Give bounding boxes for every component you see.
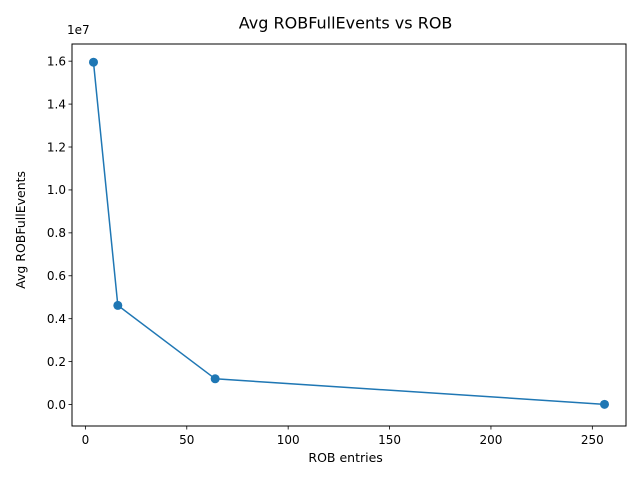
y-axis-label: Avg ROBFullEvents <box>13 171 28 289</box>
y-axis: 0.0 0.2 0.4 0.6 0.8 1.0 1.2 1.4 1.6 <box>47 54 72 412</box>
data-point <box>600 399 610 409</box>
x-tick-label: 0 <box>82 433 90 447</box>
data-point <box>210 374 220 384</box>
series-layer <box>88 57 610 409</box>
x-axis-label: ROB entries <box>308 450 382 465</box>
y-tick-label: 0.8 <box>47 226 66 240</box>
chart-title: Avg ROBFullEvents vs ROB <box>239 14 453 33</box>
y-tick-label: 1.2 <box>47 140 66 154</box>
x-tick-label: 200 <box>479 433 502 447</box>
x-tick-label: 50 <box>179 433 194 447</box>
x-tick-label: 150 <box>378 433 401 447</box>
data-point <box>88 57 98 67</box>
x-tick-label: 100 <box>277 433 300 447</box>
y-tick-label: 0.4 <box>47 312 66 326</box>
y-offset-label: 1e7 <box>67 23 90 37</box>
y-tick-label: 0.2 <box>47 355 66 369</box>
y-tick-label: 1.0 <box>47 183 66 197</box>
y-tick-label: 1.4 <box>47 97 66 111</box>
x-axis: 0 50 100 150 200 250 <box>82 426 604 447</box>
y-tick-label: 1.6 <box>47 54 66 68</box>
data-point <box>113 300 123 310</box>
y-tick-label: 0.6 <box>47 269 66 283</box>
x-tick-label: 250 <box>581 433 604 447</box>
y-tick-label: 0.0 <box>47 398 66 412</box>
series-line <box>92 62 605 406</box>
axes-frame <box>71 43 627 427</box>
